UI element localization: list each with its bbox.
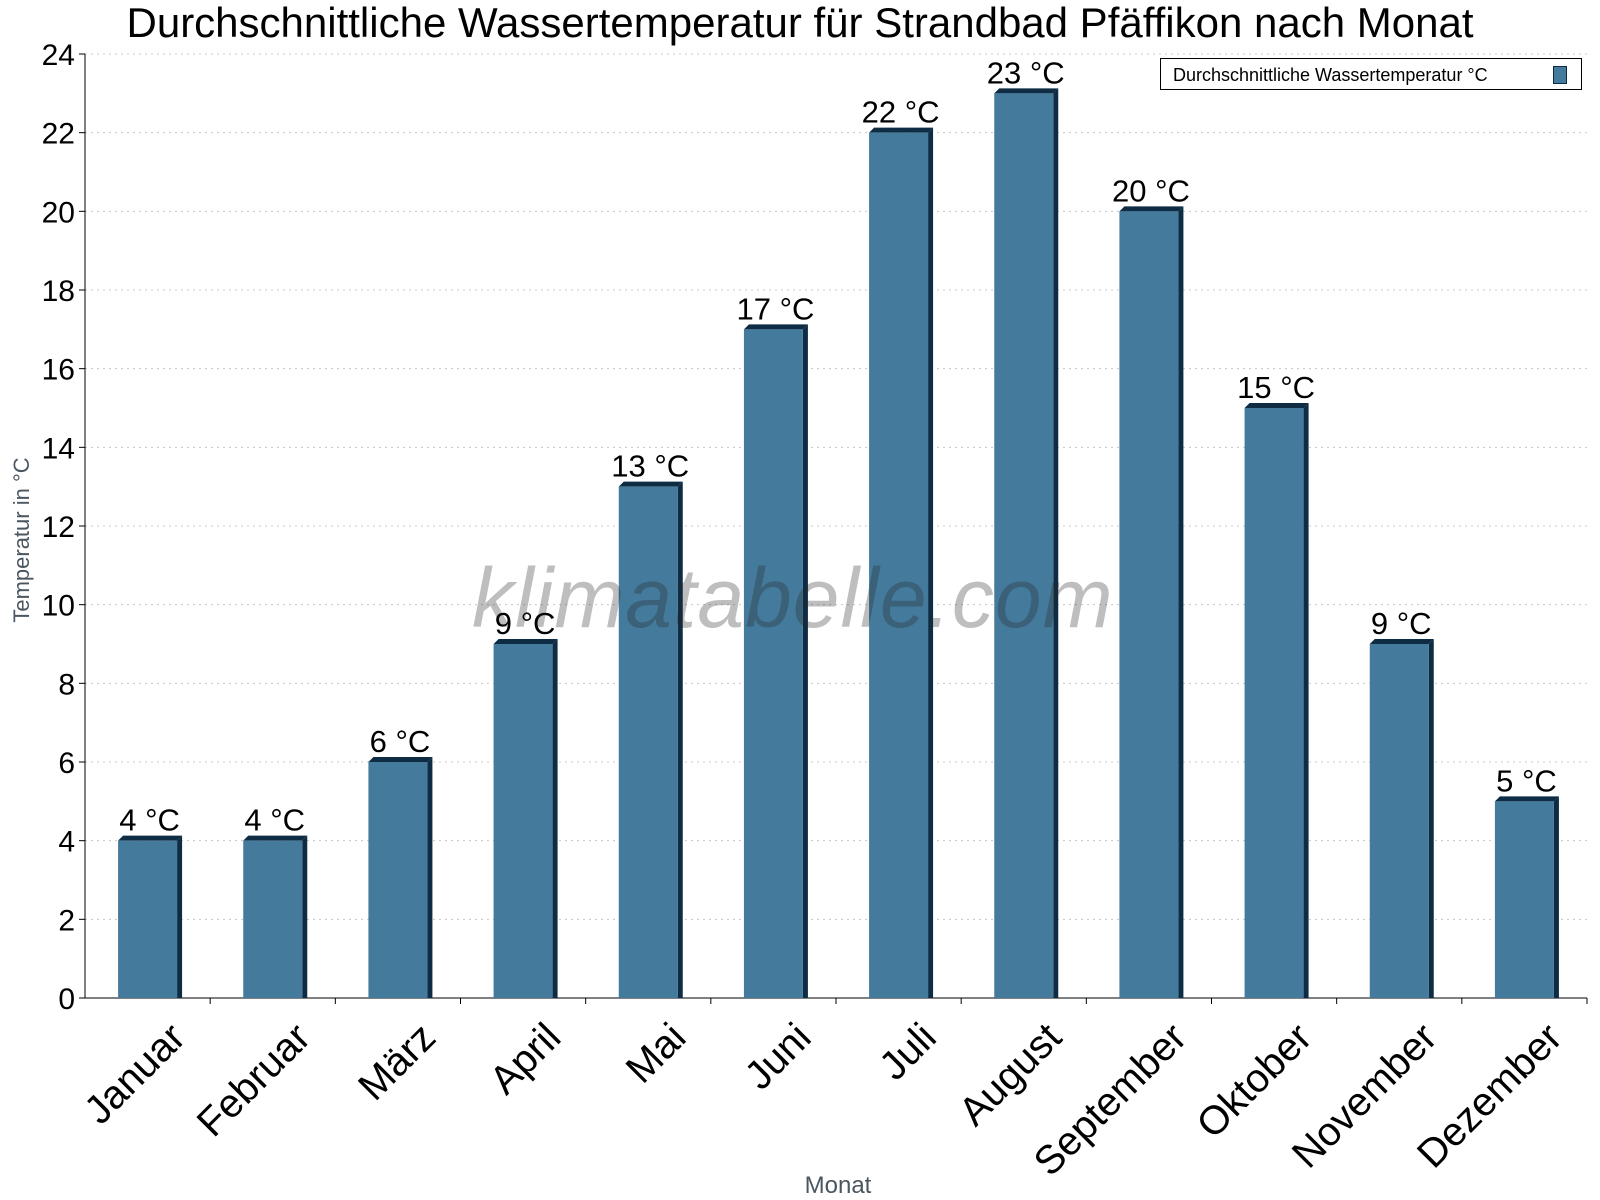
y-tick-label: 14	[42, 432, 75, 465]
bar	[118, 840, 178, 998]
x-tick-label: Juli	[871, 1015, 945, 1089]
bar-side	[928, 127, 934, 998]
bar	[493, 644, 553, 998]
y-tick-label: 12	[42, 511, 75, 544]
bar-side	[802, 324, 808, 998]
y-tick-label: 24	[42, 39, 75, 72]
legend: Durchschnittliche Wassertemperatur °C	[1160, 58, 1582, 90]
bar	[368, 762, 428, 998]
bar-value-label: 4 °C	[244, 803, 305, 838]
watermark: klimatabelle.com	[472, 551, 1114, 645]
bar-side	[177, 835, 183, 998]
bar-top	[493, 639, 558, 644]
y-tick-label: 20	[42, 196, 75, 229]
bar-top	[1119, 206, 1184, 212]
bar	[1494, 801, 1554, 998]
y-tick-label: 6	[58, 747, 75, 780]
bar-value-label: 20 °C	[1112, 173, 1190, 208]
bar-top	[1244, 403, 1309, 408]
bar-value-label: 5 °C	[1496, 763, 1557, 798]
legend-label: Durchschnittliche Wassertemperatur °C	[1173, 65, 1488, 85]
x-tick-label: März	[350, 1015, 444, 1109]
bar-top	[618, 481, 683, 487]
bar-top	[1369, 639, 1434, 644]
bar-side	[677, 481, 683, 999]
x-tick-label: August	[951, 1015, 1070, 1134]
bar-top	[743, 324, 808, 330]
y-tick-label: 0	[58, 983, 75, 1016]
bar-side	[1178, 206, 1184, 999]
bar-top	[994, 88, 1059, 94]
bar-value-label: 22 °C	[862, 95, 940, 130]
x-axis-label: Monat	[804, 1172, 872, 1199]
y-tick-label: 8	[58, 668, 75, 701]
bar-top	[118, 835, 183, 841]
bar-value-label: 4 °C	[119, 803, 180, 838]
bar-side	[427, 757, 433, 998]
legend-swatch	[1553, 66, 1567, 84]
x-tick-label: Februar	[189, 1015, 319, 1145]
bar-value-label: 23 °C	[987, 55, 1065, 90]
bar-side	[552, 639, 558, 998]
bar-top	[243, 835, 308, 841]
y-tick-label: 10	[42, 590, 75, 623]
x-tick-label: Januar	[76, 1015, 194, 1133]
bar-side	[1553, 796, 1559, 998]
bar-value-label: 6 °C	[370, 724, 431, 759]
bar-value-label: 17 °C	[736, 291, 814, 326]
bar-top	[368, 757, 433, 762]
bar	[869, 132, 929, 998]
x-tick-label: Mai	[618, 1015, 695, 1092]
bar-side	[1303, 403, 1309, 998]
y-tick-label: 22	[42, 118, 75, 151]
bar-top	[869, 127, 934, 133]
y-axis-label: Temperatur in °C	[9, 457, 34, 623]
y-tick-label: 18	[42, 275, 75, 308]
bar	[1119, 211, 1179, 999]
bar-value-label: 13 °C	[611, 449, 689, 484]
bar	[743, 329, 803, 998]
bar-value-label: 9 °C	[1371, 606, 1432, 641]
bar-side	[1053, 88, 1059, 999]
y-tick-label: 2	[58, 904, 75, 937]
x-tick-label: Oktober	[1189, 1015, 1321, 1147]
bar	[243, 840, 303, 998]
bar-side	[1428, 639, 1434, 998]
bar	[1244, 408, 1304, 998]
bar	[994, 93, 1054, 999]
bar-value-label: 15 °C	[1237, 370, 1315, 405]
bar-value-label: 9 °C	[495, 606, 556, 641]
x-tick-label: April	[482, 1015, 570, 1103]
x-tick-label: Juni	[737, 1015, 820, 1098]
bar-top	[1494, 796, 1559, 802]
chart-title: Durchschnittliche Wassertemperatur für S…	[126, 0, 1474, 46]
y-tick-label: 16	[42, 354, 75, 387]
bar-side	[302, 835, 308, 998]
bar	[618, 486, 678, 998]
bar	[1369, 644, 1429, 998]
y-tick-label: 4	[58, 826, 75, 859]
